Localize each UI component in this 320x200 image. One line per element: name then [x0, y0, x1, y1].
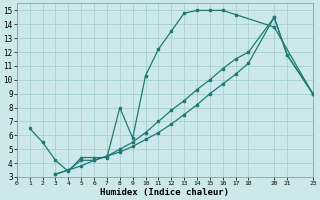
X-axis label: Humidex (Indice chaleur): Humidex (Indice chaleur)	[100, 188, 229, 197]
